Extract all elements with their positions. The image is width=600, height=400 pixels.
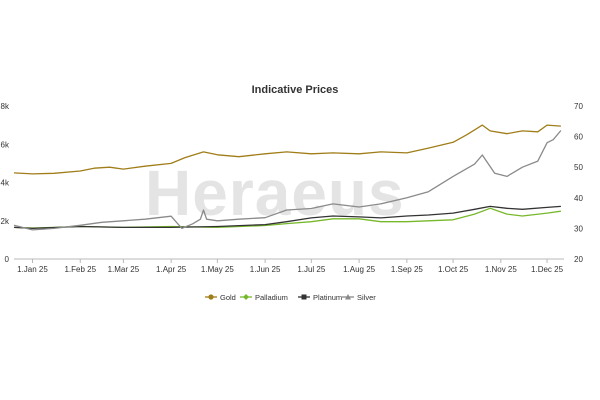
legend-marker-circle — [208, 294, 214, 300]
series-line-silver[interactable] — [13, 130, 562, 231]
y-right-tick-label: 50 — [574, 163, 583, 172]
x-tick-label: 1.Jan 25 — [17, 265, 48, 274]
legend-item-gold[interactable]: Gold — [205, 293, 236, 302]
series-line-platinum[interactable] — [13, 205, 561, 230]
legend-item-palladium[interactable]: Palladium — [240, 293, 288, 302]
x-tick-label: 1.Oct 25 — [438, 265, 469, 274]
x-tick-label: 1.Dec 25 — [531, 265, 564, 274]
legend-item-silver[interactable]: Silver — [342, 293, 376, 302]
axes: 1.Jan 25 1.Feb 25 1.Mar 25 1.Apr 25 1.May 25… — [1, 102, 584, 274]
series-layer — [13, 124, 562, 231]
x-tick-label: 1.Jul 25 — [297, 265, 326, 274]
y-left-tick-label: 6k — [1, 140, 10, 149]
legend-marker-diamond — [243, 294, 249, 300]
x-tick-label: 1.Nov 25 — [485, 265, 518, 274]
y-right-tick-label: 20 — [574, 255, 583, 264]
x-tick-label: 1.Apr 25 — [156, 265, 187, 274]
y-left-tick-label: 8k — [1, 102, 10, 111]
x-tick-label: 1.Feb 25 — [64, 265, 96, 274]
legend-marker-square — [301, 294, 307, 300]
legend[interactable]: Gold Palladium Platinum Silver — [205, 293, 376, 302]
series-line-gold[interactable] — [13, 124, 561, 175]
y-left-tick-label: 0 — [5, 255, 10, 264]
y-right-tick-label: 30 — [574, 224, 583, 233]
legend-label: Palladium — [255, 293, 288, 302]
legend-item-platinum[interactable]: Platinum — [298, 293, 342, 302]
x-tick-label: 1.Sep 25 — [391, 265, 424, 274]
legend-label: Platinum — [313, 293, 342, 302]
x-tick-label: 1.Jun 25 — [250, 265, 281, 274]
chart-title: Indicative Prices — [252, 84, 339, 96]
x-tick-label: 1.Mar 25 — [108, 265, 140, 274]
y-left-tick-label: 2k — [1, 217, 10, 226]
y-right-tick-label: 60 — [574, 133, 583, 142]
y-right-tick-label: 40 — [574, 194, 583, 203]
x-tick-label: 1.Aug 25 — [343, 265, 376, 274]
legend-marker-triangle — [345, 294, 351, 300]
watermark: Heraeus — [145, 157, 405, 229]
y-right-tick-label: 70 — [574, 102, 583, 111]
x-tick-label: 1.May 25 — [201, 265, 234, 274]
y-left-tick-label: 4k — [1, 179, 10, 188]
legend-label: Silver — [357, 293, 376, 302]
legend-label: Gold — [220, 293, 236, 302]
